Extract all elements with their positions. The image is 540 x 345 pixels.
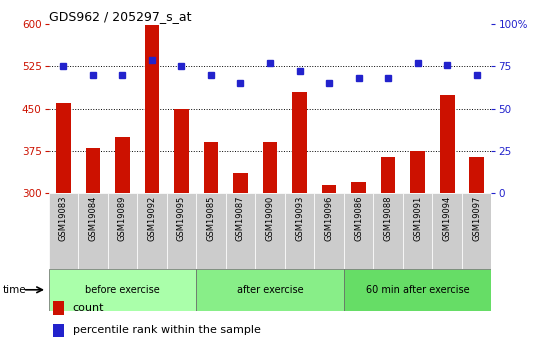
Bar xyxy=(255,193,285,269)
Bar xyxy=(351,182,366,193)
Text: GSM19094: GSM19094 xyxy=(443,196,451,241)
Text: GSM19092: GSM19092 xyxy=(147,196,157,241)
Bar xyxy=(53,324,64,337)
Bar xyxy=(49,269,196,310)
Bar xyxy=(344,269,491,310)
Text: GDS962 / 205297_s_at: GDS962 / 205297_s_at xyxy=(49,10,191,23)
Bar xyxy=(107,193,137,269)
Text: GSM19095: GSM19095 xyxy=(177,196,186,241)
Bar xyxy=(78,193,107,269)
Text: GSM19091: GSM19091 xyxy=(413,196,422,241)
Bar xyxy=(262,142,278,193)
Bar xyxy=(53,301,64,315)
Bar xyxy=(167,193,196,269)
Text: GSM19086: GSM19086 xyxy=(354,196,363,241)
Text: GSM19088: GSM19088 xyxy=(383,196,393,241)
Bar xyxy=(373,193,403,269)
Bar xyxy=(440,95,455,193)
Bar xyxy=(56,103,71,193)
Bar xyxy=(292,92,307,193)
Bar xyxy=(233,174,248,193)
Bar xyxy=(137,193,167,269)
Bar xyxy=(381,157,395,193)
Bar xyxy=(174,109,189,193)
Text: count: count xyxy=(72,303,104,313)
Bar xyxy=(433,193,462,269)
Text: GSM19085: GSM19085 xyxy=(206,196,215,241)
Text: GSM19090: GSM19090 xyxy=(266,196,274,241)
Text: time: time xyxy=(3,285,26,295)
Text: GSM19083: GSM19083 xyxy=(59,196,68,241)
Text: GSM19084: GSM19084 xyxy=(89,196,97,241)
Bar xyxy=(410,151,425,193)
Text: GSM19096: GSM19096 xyxy=(325,196,334,241)
Bar xyxy=(49,193,78,269)
Text: GSM19087: GSM19087 xyxy=(236,196,245,241)
Text: GSM19097: GSM19097 xyxy=(472,196,481,241)
Bar xyxy=(196,193,226,269)
Bar xyxy=(145,25,159,193)
Bar xyxy=(204,142,218,193)
Text: 60 min after exercise: 60 min after exercise xyxy=(366,285,469,295)
Bar xyxy=(226,193,255,269)
Bar xyxy=(462,193,491,269)
Text: after exercise: after exercise xyxy=(237,285,303,295)
Bar xyxy=(403,193,433,269)
Bar xyxy=(115,137,130,193)
Bar xyxy=(322,185,336,193)
Bar xyxy=(196,269,344,310)
Bar xyxy=(344,193,373,269)
Text: GSM19089: GSM19089 xyxy=(118,196,127,241)
Bar xyxy=(469,157,484,193)
Bar xyxy=(314,193,344,269)
Text: before exercise: before exercise xyxy=(85,285,160,295)
Text: GSM19093: GSM19093 xyxy=(295,196,304,241)
Bar xyxy=(285,193,314,269)
Text: percentile rank within the sample: percentile rank within the sample xyxy=(72,325,260,335)
Bar xyxy=(85,148,100,193)
